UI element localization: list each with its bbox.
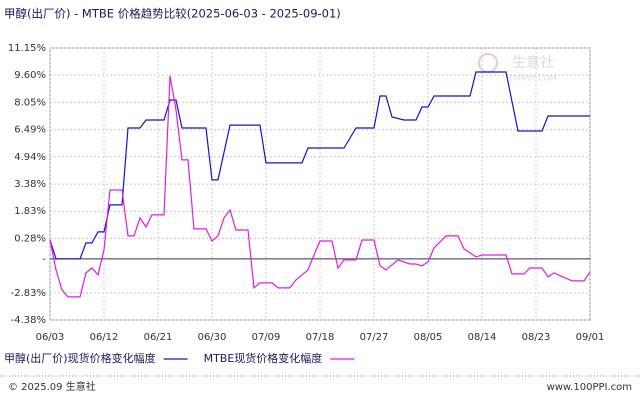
y-tick-label: -4.38% [11, 315, 46, 326]
y-tick-label: - [42, 254, 46, 265]
y-tick-label: 11.15% [8, 43, 46, 54]
legend-label: MTBE现货价格变化幅度 [204, 351, 323, 365]
watermark-url: 100PPI.COM [508, 74, 557, 83]
y-tick-label: 6.49% [14, 125, 46, 136]
chart-title: 甲醇(出厂价) - MTBE 价格趋势比较(2025-06-03 - 2025-… [4, 7, 341, 21]
y-tick-label: 1.83% [14, 206, 46, 217]
y-tick-label: 9.60% [14, 70, 46, 81]
footer-right: www.100PPI.com [547, 382, 632, 393]
series-line [49, 71, 590, 260]
legend-label: 甲醇(出厂价)现货价格变化幅度 [4, 351, 156, 365]
y-tick-label: 3.38% [14, 179, 46, 190]
x-tick-label: 06/30 [198, 332, 227, 343]
x-tick-label: 09/01 [576, 332, 605, 343]
x-tick-label: 06/12 [90, 332, 119, 343]
y-tick-label: 0.28% [14, 233, 46, 244]
y-tick-label: -2.83% [11, 288, 46, 299]
x-tick-label: 06/21 [144, 332, 173, 343]
x-tick-label: 08/14 [468, 332, 497, 343]
x-tick-label: 06/03 [36, 332, 65, 343]
watermark-name: 生意社 [512, 54, 554, 71]
x-tick-label: 07/18 [306, 332, 335, 343]
footer-left: © 2025.09 生意社 [8, 380, 96, 393]
x-tick-label: 08/23 [522, 332, 551, 343]
y-tick-label: 8.05% [14, 97, 46, 108]
x-tick-label: 07/09 [252, 332, 281, 343]
y-tick-label: 4.94% [14, 152, 46, 163]
series-line [49, 75, 591, 298]
x-tick-label: 07/27 [360, 332, 389, 343]
x-tick-label: 08/05 [414, 332, 443, 343]
